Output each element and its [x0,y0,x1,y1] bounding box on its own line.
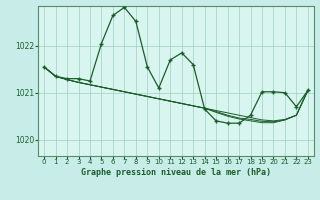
X-axis label: Graphe pression niveau de la mer (hPa): Graphe pression niveau de la mer (hPa) [81,168,271,177]
